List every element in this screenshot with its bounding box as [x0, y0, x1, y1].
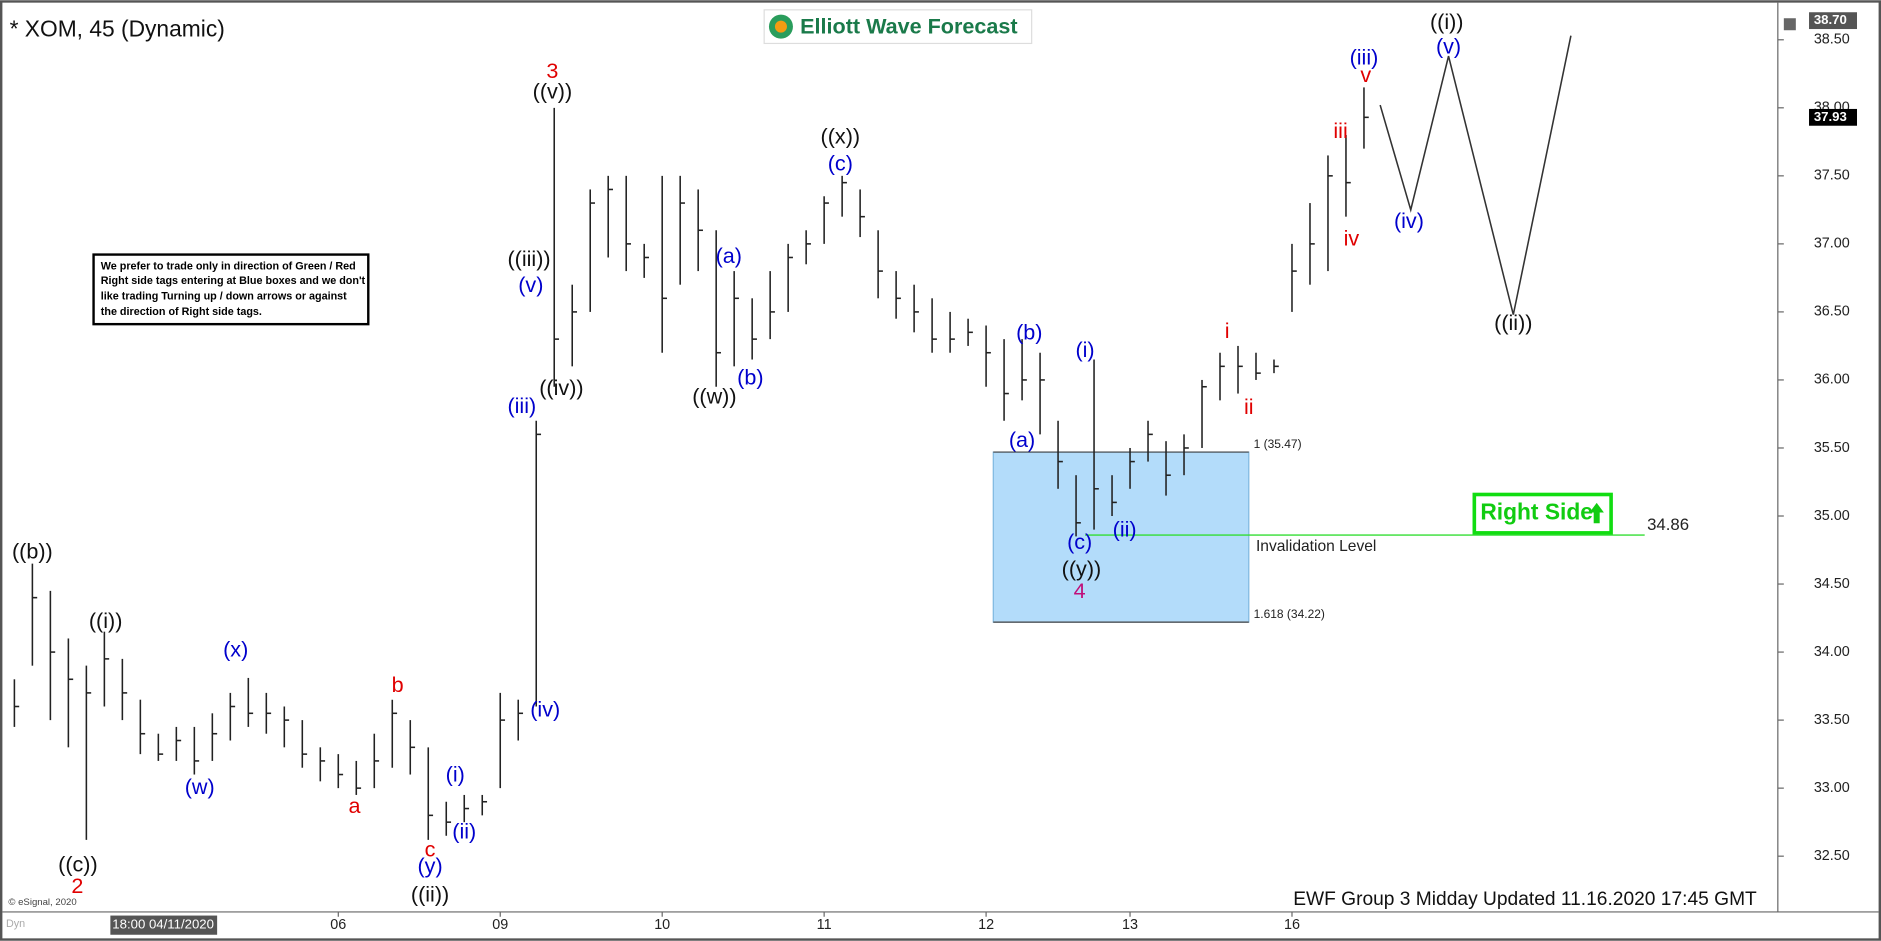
wave-label: (iv)	[530, 696, 560, 721]
zone-label: 1.618 (34.22)	[1254, 607, 1325, 621]
y-tick-label: 34.00	[1814, 644, 1850, 660]
menu-icon[interactable]	[1783, 18, 1796, 31]
copyright: © eSignal, 2020	[8, 897, 76, 908]
logo-icon-inner	[774, 20, 787, 33]
crosshair-label: 18:00 04/11/2020	[112, 917, 214, 932]
y-tick-label: 38.50	[1814, 32, 1850, 48]
wave-label: ((ii))	[1494, 310, 1532, 335]
wave-label: b	[392, 672, 404, 697]
wave-label: v	[1360, 62, 1371, 87]
zone-label: 1 (35.47)	[1254, 437, 1302, 451]
y-tick-label: 37.00	[1814, 236, 1850, 252]
x-tick-label: 10	[654, 917, 670, 933]
wave-label: ((iii))	[507, 246, 550, 271]
wave-label: iii	[1333, 118, 1347, 143]
wave-label: (b)	[737, 364, 763, 389]
footer: EWF Group 3 Midday Updated 11.16.2020 17…	[1293, 889, 1757, 910]
note-box: We prefer to trade only in direction of …	[92, 253, 370, 326]
note-line: like trading Turning up / down arrows or…	[101, 290, 347, 302]
price-marker	[1809, 12, 1858, 30]
wave-label: ((w))	[692, 383, 736, 408]
note-line: the direction of Right side tags.	[101, 306, 262, 318]
wave-label: ((i))	[89, 608, 123, 633]
wave-label: (ii)	[1113, 517, 1137, 542]
x-tick-label: 11	[817, 917, 832, 933]
logo-box	[763, 9, 1033, 45]
wave-label: ((ii))	[411, 881, 449, 906]
wave-label: (v)	[1436, 34, 1461, 59]
y-tick-label: 32.50	[1814, 848, 1850, 864]
wave-label: (y)	[417, 853, 442, 878]
wave-label: (b)	[1016, 319, 1042, 344]
tag-text: Right Side	[1480, 499, 1593, 525]
chart-title: * XOM, 45 (Dynamic)	[10, 15, 225, 41]
wave-label: (iv)	[1394, 208, 1424, 233]
wave-label: (a)	[1009, 427, 1035, 452]
note-line: We prefer to trade only in direction of …	[101, 260, 356, 272]
wave-label: (i)	[446, 762, 465, 787]
y-tick-label: 35.50	[1814, 440, 1850, 456]
tag-arrow	[1589, 502, 1604, 524]
wave-label: (a)	[716, 243, 742, 268]
x-tick-label: 13	[1122, 917, 1138, 933]
status: Dyn	[6, 918, 25, 930]
wave-label: (i)	[1075, 337, 1094, 362]
wave-label: iv	[1344, 226, 1360, 251]
wave-label: 4	[1074, 578, 1086, 603]
price-marker	[1809, 108, 1858, 126]
projection-line	[1379, 35, 1572, 315]
wave-label: ((b))	[12, 538, 53, 563]
y-tick-label: 37.50	[1814, 168, 1850, 184]
wave-label: c	[425, 836, 436, 861]
wave-label: ii	[1244, 394, 1254, 419]
wave-label: (ii)	[452, 819, 476, 844]
x-tick-label: 12	[978, 917, 994, 933]
wave-label: ((c))	[58, 851, 98, 876]
wave-label: (c)	[828, 151, 853, 176]
y-tick-label: 36.00	[1814, 372, 1850, 388]
right-side-tag: Right Side	[1472, 492, 1613, 535]
wave-label: 3	[546, 58, 558, 83]
wave-label: (iii)	[507, 393, 536, 418]
wave-label: ((i))	[1430, 9, 1464, 34]
wave-label: a	[348, 793, 360, 818]
invalidation-text: Invalidation Level	[1256, 538, 1376, 555]
wave-label: ((y))	[1062, 556, 1102, 581]
x-tick-label: 09	[492, 917, 508, 933]
y-tick-label: 34.50	[1814, 576, 1850, 592]
note-frame	[92, 253, 370, 326]
wave-label: (w)	[185, 774, 215, 799]
wave-label: ((v))	[533, 79, 573, 104]
logo-text: Elliott Wave Forecast	[800, 14, 1017, 39]
x-tick-label: 06	[330, 917, 346, 933]
wave-label: ((x))	[821, 123, 861, 148]
wave-label: 2	[71, 873, 83, 898]
y-tick-label: 33.00	[1814, 780, 1850, 796]
wave-label: i	[1225, 318, 1230, 343]
y-tick-label: 35.00	[1814, 508, 1850, 524]
y-tick-label: 36.50	[1814, 304, 1850, 320]
wave-label: (iii)	[1350, 45, 1379, 70]
logo: Elliott Wave Forecast	[763, 9, 1033, 45]
x-tick-label: 16	[1284, 917, 1300, 933]
wave-label: (v)	[518, 272, 543, 297]
wave-label: ((iv))	[539, 375, 583, 400]
crosshair-box	[110, 915, 218, 935]
wave-label: (x)	[223, 636, 248, 661]
wave-label: (c)	[1067, 529, 1092, 554]
note-line: Right side tags entering at Blue boxes a…	[101, 275, 366, 287]
tag-frame	[1472, 492, 1613, 535]
y-tick-label: 33.50	[1814, 712, 1850, 728]
invalidation-value: 34.86	[1647, 515, 1689, 534]
price-marker-label: 38.70	[1814, 12, 1847, 27]
price-marker-label: 37.93	[1814, 109, 1847, 124]
